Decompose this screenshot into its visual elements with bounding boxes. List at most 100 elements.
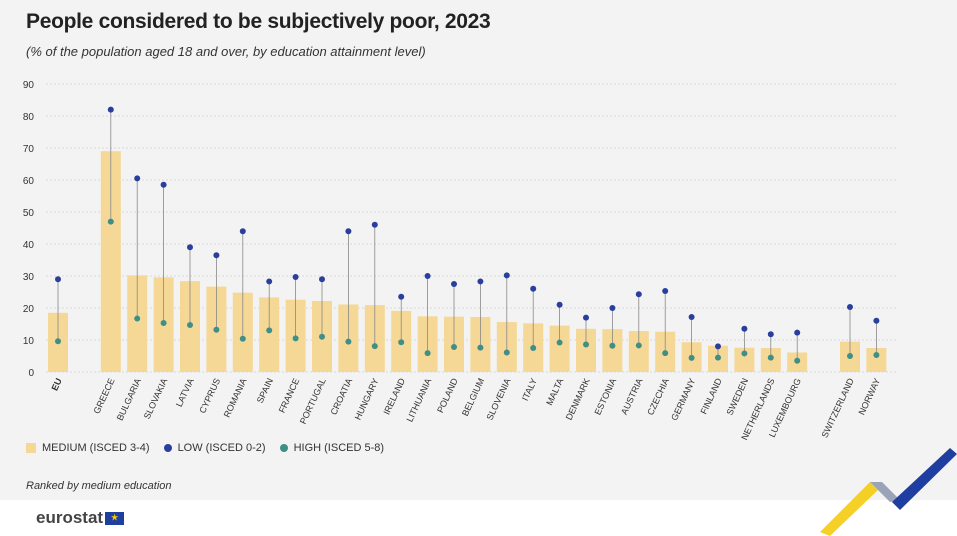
bar-medium [866, 348, 887, 372]
point-high [239, 335, 246, 342]
y-tick-label: 60 [23, 176, 35, 187]
point-high [688, 354, 695, 361]
point-high [662, 350, 669, 357]
x-tick-label: EU [49, 377, 63, 393]
bar-medium [127, 275, 148, 372]
point-high [635, 342, 642, 349]
x-tick-label: CYPRUS [197, 377, 222, 415]
point-low [134, 175, 141, 182]
point-low [873, 317, 880, 324]
y-tick-label: 10 [23, 336, 35, 347]
point-high [741, 350, 748, 357]
x-tick-label: GREECE [91, 377, 116, 416]
point-low [609, 305, 616, 311]
x-tick-label: POLAND [435, 376, 460, 414]
x-tick-label: ESTONIA [593, 377, 619, 417]
x-tick-label: FRANCE [277, 377, 302, 415]
point-high [873, 352, 880, 359]
point-low [847, 304, 853, 311]
y-tick-label: 40 [23, 240, 35, 251]
point-low [767, 331, 774, 338]
point-low [530, 285, 537, 292]
point-low [160, 181, 167, 188]
point-low [715, 343, 721, 350]
point-low [319, 276, 325, 283]
point-low [239, 228, 246, 235]
x-tick-label: GERMANY [669, 377, 697, 422]
x-tick-label: SWEDEN [724, 377, 750, 417]
point-low [477, 278, 484, 285]
y-tick-label: 20 [23, 304, 35, 315]
chart-subtitle: (% of the population aged 18 and over, b… [26, 44, 426, 59]
x-tick-label: BULGARIA [115, 377, 143, 422]
x-tick-label: BELGIUM [460, 377, 486, 418]
point-low [371, 221, 378, 228]
legend-dot-high [279, 444, 288, 452]
y-tick-label: 50 [23, 208, 35, 219]
point-high [134, 315, 141, 322]
x-tick-label: IRELAND [381, 376, 407, 416]
point-low [741, 325, 748, 332]
point-low [583, 314, 589, 321]
point-low [345, 228, 352, 235]
x-tick-label: SLOVAKIA [142, 377, 170, 421]
y-tick-label: 70 [23, 144, 35, 155]
point-high [55, 338, 61, 345]
point-high [715, 354, 721, 361]
legend: MEDIUM (ISCED 3-4) LOW (ISCED 0-2) HIGH … [26, 442, 398, 454]
bar-medium [259, 297, 280, 372]
point-high [451, 344, 457, 351]
x-tick-label: PORTUGAL [298, 377, 328, 426]
bar-medium [100, 151, 121, 372]
bar-medium [576, 328, 596, 372]
point-high [503, 349, 510, 356]
logo-text: eurostat [36, 508, 104, 527]
legend-dot-low [163, 444, 172, 452]
y-tick-label: 30 [23, 272, 35, 283]
point-high [767, 354, 774, 361]
point-low [556, 301, 563, 308]
point-low [55, 276, 61, 283]
point-low [451, 281, 457, 287]
point-low [503, 272, 510, 279]
x-tick-label: SLOVENIA [485, 377, 513, 422]
x-tick-label: ITALY [520, 377, 539, 403]
point-high [609, 342, 616, 349]
point-low [794, 329, 801, 336]
point-low [187, 244, 193, 251]
point-high [556, 339, 563, 346]
point-low [213, 252, 220, 259]
point-high [477, 344, 484, 351]
x-tick-label: AUSTRIA [619, 377, 645, 417]
point-high [107, 218, 114, 225]
legend-swatch-medium [26, 443, 36, 453]
chart-panel [0, 0, 957, 500]
chart-canvas: 0 10 20 30 40 50 60 70 80 90 EU GREECEBULGARIASLOVA… [23, 80, 897, 440]
x-tick-label: LITHUANIA [404, 377, 433, 424]
point-low [292, 273, 299, 280]
point-low [424, 273, 431, 279]
bar-medium [734, 347, 755, 372]
eurostat-logo: eurostat ★ [36, 508, 125, 528]
point-high [213, 326, 220, 333]
point-high [160, 320, 167, 327]
point-high [424, 350, 431, 357]
point-high [530, 345, 537, 351]
x-tick-label: CROATIA [329, 377, 355, 417]
legend-item-low: LOW (ISCED 0-2) [163, 442, 266, 454]
y-tick-label: 90 [23, 80, 35, 91]
legend-label-low: LOW (ISCED 0-2) [177, 442, 266, 454]
bar-medium [602, 329, 623, 372]
legend-label-high: HIGH (ISCED 5-8) [293, 442, 385, 454]
y-tick-label: 0 [28, 368, 34, 379]
point-high [371, 343, 378, 350]
legend-label-medium: MEDIUM (ISCED 3-4) [42, 442, 150, 454]
bar-medium [628, 331, 649, 372]
x-tick-label: DENMARK [564, 377, 592, 422]
x-tick-label: FINLAND [698, 376, 724, 416]
point-high [398, 339, 405, 346]
point-high [319, 333, 325, 340]
point-low [688, 313, 695, 320]
point-high [266, 327, 273, 334]
point-low [635, 291, 642, 298]
